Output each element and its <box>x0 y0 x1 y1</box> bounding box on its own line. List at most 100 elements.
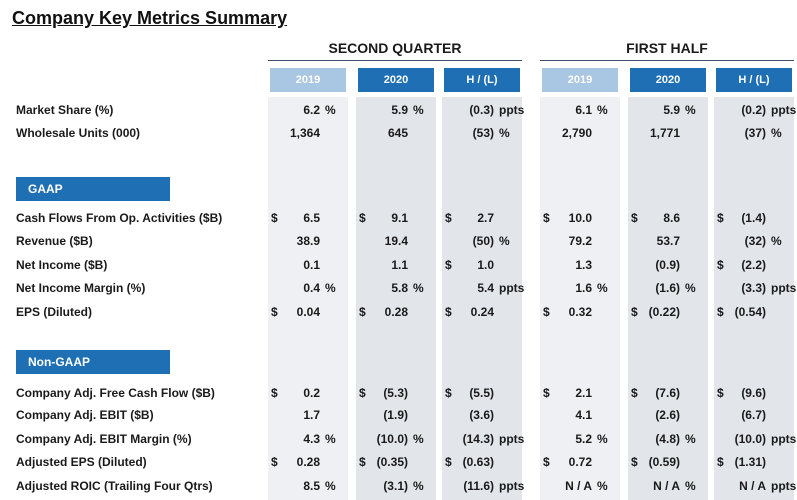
cell-unit: ppts <box>499 103 525 117</box>
currency-symbol: $ <box>445 386 452 400</box>
table-cell: 5.9% <box>356 101 436 119</box>
cell-value: (1.31) <box>734 455 766 469</box>
cell-unit: % <box>685 281 696 295</box>
column-band <box>356 97 436 500</box>
table-cell: 38.9 <box>268 232 348 250</box>
cell-value: (0.9) <box>655 258 680 272</box>
currency-symbol: $ <box>631 211 638 225</box>
cell-value: 0.04 <box>296 305 320 319</box>
cell-unit: ppts <box>499 432 525 446</box>
table-cell: (0.3) ppts <box>442 101 525 119</box>
cell-value: N / A <box>739 479 766 493</box>
table-cell: (3.3) ppts <box>714 279 797 297</box>
cell-unit: % <box>597 103 608 117</box>
cell-value: (6.7) <box>741 408 766 422</box>
table-cell: $ (5.5) <box>442 384 522 402</box>
row-label: Company Adj. EBIT Margin (%) <box>16 432 192 446</box>
currency-symbol: $ <box>543 386 550 400</box>
row-label: Net Income Margin (%) <box>16 281 146 295</box>
cell-value: 4.3 <box>303 432 320 446</box>
cell-value: 0.1 <box>303 258 320 272</box>
table-cell: 6.1% <box>540 101 620 119</box>
table-cell: $ (9.6) <box>714 384 794 402</box>
table-cell: (0.2) ppts <box>714 101 796 119</box>
cell-value: 1.6 <box>575 281 592 295</box>
cell-value: N / A <box>653 479 680 493</box>
table-cell: $0.24 <box>442 303 522 321</box>
cell-unit: ppts <box>771 479 797 493</box>
section-header-gaap: GAAP <box>16 177 170 201</box>
cell-value: (0.22) <box>648 305 680 319</box>
table-cell: (4.8)% <box>628 430 708 448</box>
table-cell: $1.0 <box>442 256 522 274</box>
cell-unit: % <box>325 103 336 117</box>
table-cell: 1,771 <box>628 124 708 142</box>
currency-symbol: $ <box>717 305 724 319</box>
table-cell: $ (5.3) <box>356 384 436 402</box>
table-cell: 79.2 <box>540 232 620 250</box>
table-cell: 0.4% <box>268 279 348 297</box>
cell-unit: % <box>499 234 510 248</box>
table-cell: (53)% <box>442 124 522 142</box>
table-cell: (1.9) <box>356 406 436 424</box>
table-cell: (14.3) ppts <box>442 430 525 448</box>
group-label: FIRST HALF <box>540 40 794 61</box>
table-cell: N / A% <box>540 477 620 495</box>
cell-unit: ppts <box>771 281 797 295</box>
cell-value: 0.4 <box>303 281 320 295</box>
currency-symbol: $ <box>445 258 452 272</box>
cell-unit: ppts <box>499 479 525 493</box>
currency-symbol: $ <box>717 455 724 469</box>
cell-unit: ppts <box>499 281 525 295</box>
cell-value: 5.8 <box>391 281 408 295</box>
column-band <box>442 97 522 500</box>
cell-value: (1.6) <box>655 281 680 295</box>
currency-symbol: $ <box>445 455 452 469</box>
cell-value: 0.28 <box>384 305 408 319</box>
table-cell: (0.9) <box>628 256 708 274</box>
cell-value: (0.59) <box>648 455 680 469</box>
currency-symbol: $ <box>445 305 452 319</box>
cell-value: 5.9 <box>663 103 680 117</box>
cell-value: 2.7 <box>477 211 494 225</box>
cell-unit: % <box>499 126 510 140</box>
column-header: H / (L) <box>444 68 520 92</box>
currency-symbol: $ <box>359 211 366 225</box>
currency-symbol: $ <box>631 386 638 400</box>
cell-value: (0.35) <box>376 455 408 469</box>
cell-value: 8.5 <box>303 479 320 493</box>
cell-value: 0.28 <box>296 455 320 469</box>
cell-value: 19.4 <box>384 234 408 248</box>
currency-symbol: $ <box>445 211 452 225</box>
cell-unit: % <box>413 103 424 117</box>
cell-value: 4.1 <box>575 408 592 422</box>
cell-value: 6.5 <box>303 211 320 225</box>
cell-unit: % <box>413 281 424 295</box>
cell-unit: ppts <box>771 432 797 446</box>
cell-value: 5.9 <box>391 103 408 117</box>
row-label: Company Adj. Free Cash Flow ($B) <box>16 386 215 400</box>
table-cell: (6.7) <box>714 406 794 424</box>
table-cell: 4.1 <box>540 406 620 424</box>
table-cell: 6.2% <box>268 101 348 119</box>
table-cell: 0.1 <box>268 256 348 274</box>
cell-value: 9.1 <box>391 211 408 225</box>
cell-value: 79.2 <box>568 234 592 248</box>
cell-value: (0.54) <box>734 305 766 319</box>
cell-value: 6.2 <box>303 103 320 117</box>
cell-value: (10.0) <box>376 432 408 446</box>
cell-unit: % <box>597 432 608 446</box>
row-label: Cash Flows From Op. Activities ($B) <box>16 211 223 225</box>
table-cell: $0.04 <box>268 303 348 321</box>
currency-symbol: $ <box>271 305 278 319</box>
cell-value: 1.3 <box>575 258 592 272</box>
currency-symbol: $ <box>543 455 550 469</box>
table-cell: 1.1 <box>356 256 436 274</box>
cell-value: 1,364 <box>289 126 320 140</box>
table-cell: (2.6) <box>628 406 708 424</box>
table-cell: 645 <box>356 124 436 142</box>
table-cell: 1.7 <box>268 406 348 424</box>
cell-value: (37) <box>744 126 766 140</box>
currency-symbol: $ <box>271 386 278 400</box>
currency-symbol: $ <box>631 455 638 469</box>
